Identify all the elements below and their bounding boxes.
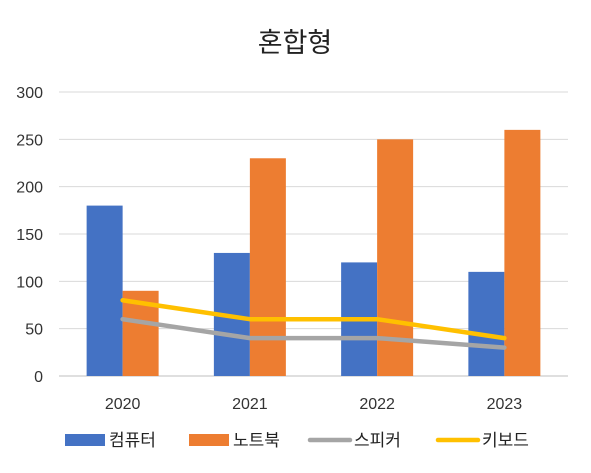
bar-노트북-2023 — [504, 129, 541, 376]
y-axis-ticks: 0 50 100 150 200 250 300 — [16, 85, 43, 386]
bar-컴퓨터-2023 — [468, 271, 505, 376]
y-tick-label: 250 — [16, 132, 43, 149]
y-tick-label: 100 — [16, 274, 43, 291]
y-tick-label: 50 — [25, 322, 43, 339]
legend: 컴퓨터 노트북 스피커 키보드 — [65, 431, 529, 451]
chart-title: 혼합형 — [258, 28, 333, 59]
legend-label-스피커: 스피커 — [354, 431, 401, 451]
line-스피커 — [120, 316, 507, 350]
x-tick-label: 2021 — [232, 396, 268, 413]
y-tick-label: 300 — [16, 85, 43, 102]
y-tick-label: 200 — [16, 180, 43, 197]
x-tick-label: 2022 — [359, 396, 395, 413]
line-series — [120, 298, 507, 350]
line-키보드 — [120, 298, 507, 341]
legend-swatch-컴퓨터 — [65, 434, 105, 446]
legend-label-컴퓨터: 컴퓨터 — [109, 431, 156, 451]
y-tick-label: 150 — [16, 227, 43, 244]
y-tick-label: 0 — [34, 369, 43, 386]
legend-label-키보드: 키보드 — [482, 431, 529, 451]
x-tick-label: 2023 — [487, 396, 523, 413]
bar-노트북-2021 — [249, 158, 286, 376]
x-axis-ticks: 2020 2021 2022 2023 — [105, 396, 522, 413]
legend-label-노트북: 노트북 — [233, 431, 280, 451]
bar-컴퓨터-2020 — [86, 205, 123, 376]
x-tick-label: 2020 — [105, 396, 141, 413]
legend-swatch-노트북 — [189, 434, 229, 446]
